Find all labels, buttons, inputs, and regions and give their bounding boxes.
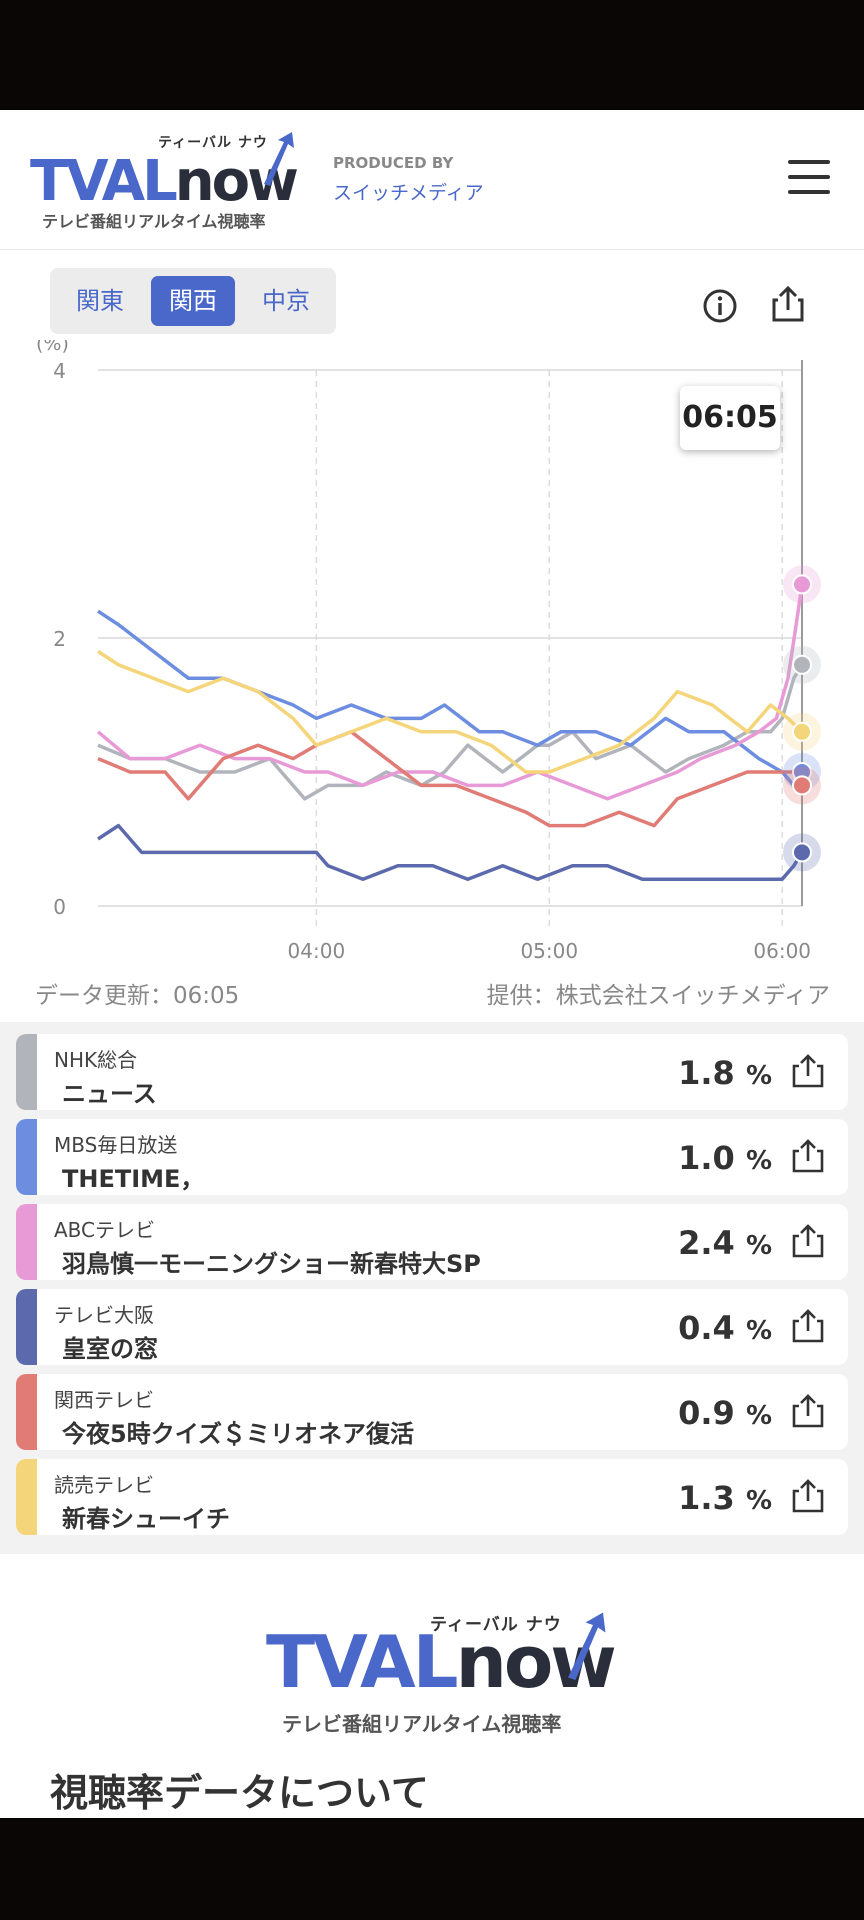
series-line: [96, 584, 804, 801]
rating-unit: %: [745, 1316, 772, 1346]
channel-color-stripe: [16, 1374, 37, 1450]
rating-value: 1.3 %: [678, 1479, 772, 1517]
series-endpoint: [792, 574, 812, 595]
produced-by-label: PRODUCED BY: [333, 154, 454, 172]
series-line: [97, 649, 804, 774]
channel-name: ABCテレビ: [54, 1218, 156, 1242]
share-icon[interactable]: [790, 1392, 826, 1430]
share-icon[interactable]: [768, 284, 808, 324]
rating-number: 0.9: [678, 1394, 735, 1432]
logo-subtitle: テレビ番組リアルタイム視聴率: [42, 212, 266, 231]
series-line: [97, 730, 804, 828]
x-tick-label: 06:00: [753, 939, 811, 960]
footer-logo-wordmark: TVALnow: [266, 1626, 617, 1698]
rating-unit: %: [745, 1061, 772, 1091]
logo-tval: TVAL: [30, 149, 178, 214]
system-bar-top: [0, 0, 864, 110]
channel-color-stripe: [16, 1459, 37, 1535]
series-endpoint: [792, 775, 812, 796]
rating-number: 1.8: [678, 1054, 735, 1092]
series-line: [97, 823, 804, 881]
region-tabs: 関東 関西 中京: [50, 268, 336, 334]
rating-value: 1.8 %: [678, 1054, 772, 1092]
rating-chart[interactable]: 0 2 4 (%) 04:00 05:00 06:00: [0, 340, 864, 960]
rating-number: 1.3: [678, 1479, 735, 1517]
tab-chukyo[interactable]: 中京: [262, 287, 310, 315]
tab-kanto[interactable]: 関東: [76, 287, 124, 315]
logo-ruby: ティーバル ナウ: [158, 135, 268, 151]
footer-logo-ruby: ティーバル ナウ: [430, 1615, 562, 1635]
program-title: THETIME，: [62, 1165, 205, 1193]
footer-logo: ティーバル ナウ TVALnow テレビ番組リアルタイム視聴率: [266, 1610, 617, 1740]
producer-name[interactable]: スイッチメディア: [333, 182, 484, 204]
produced-by: PRODUCED BY スイッチメディア: [333, 154, 484, 205]
y-tick-label: 4: [53, 359, 66, 383]
rating-value: 1.0 %: [678, 1139, 772, 1177]
system-bar-bottom: [0, 1818, 864, 1920]
channel-name: NHK総合: [54, 1048, 138, 1072]
share-icon[interactable]: [790, 1307, 826, 1345]
program-row[interactable]: テレビ大阪皇室の窓 0.4 %: [16, 1289, 848, 1365]
channel-name: 関西テレビ: [54, 1388, 154, 1412]
footer-logo-subtitle: テレビ番組リアルタイム視聴率: [282, 1712, 562, 1736]
info-icon[interactable]: [700, 286, 740, 326]
share-icon[interactable]: [790, 1477, 826, 1515]
rating-number: 2.4: [678, 1224, 735, 1262]
program-title: 今夜5時クイズ＄ミリオネア復活: [62, 1420, 414, 1448]
channel-name: MBS毎日放送: [54, 1133, 178, 1157]
series-line: [97, 663, 804, 801]
y-axis-label: (%): [36, 340, 69, 355]
page: ティーバル ナウ TVALnow テレビ番組リアルタイム視聴率 PRODUCED…: [0, 110, 864, 1818]
channel-color-stripe: [16, 1034, 37, 1110]
footer-logo-arrow-icon: [568, 1612, 606, 1680]
tab-kansai[interactable]: 関西: [151, 276, 235, 326]
program-row[interactable]: 読売テレビ新春シューイチ 1.3 %: [16, 1459, 848, 1535]
share-icon[interactable]: [790, 1052, 826, 1090]
program-list: NHK総合 ニュース 1.8 % MBS毎日放送 THETIME， 1.0 % ABCテレビ…: [0, 1022, 864, 1554]
update-time: データ更新：06:05: [35, 983, 240, 1009]
x-tick-label: 05:00: [520, 939, 578, 960]
program-row[interactable]: MBS毎日放送 THETIME， 1.0 %: [16, 1119, 848, 1195]
data-provider: 提供：株式会社スイッチメディア: [486, 983, 830, 1009]
share-icon[interactable]: [790, 1222, 826, 1260]
footer-logo-tval: TVAL: [266, 1620, 459, 1704]
series-endpoint: [792, 654, 812, 675]
tvalnow-logo[interactable]: ティーバル ナウ TVALnow テレビ番組リアルタイム視聴率: [30, 132, 300, 231]
program-row[interactable]: 関西テレビ今夜5時クイズ＄ミリオネア復活 0.9 %: [16, 1374, 848, 1450]
x-tick-label: 04:00: [288, 939, 346, 960]
program-title: ニュース: [62, 1080, 157, 1108]
share-icon[interactable]: [790, 1137, 826, 1175]
rating-unit: %: [745, 1231, 772, 1261]
rating-unit: %: [745, 1146, 772, 1176]
logo-arrow-icon: [264, 132, 294, 186]
channel-color-stripe: [16, 1119, 37, 1195]
program-title: 皇室の窓: [62, 1335, 158, 1363]
channel-name: 読売テレビ: [54, 1473, 154, 1497]
y-tick-label: 2: [53, 627, 66, 651]
channel-color-stripe: [16, 1289, 37, 1365]
series-endpoint: [792, 721, 812, 742]
program-row[interactable]: NHK総合ニュース 1.8 %: [16, 1034, 848, 1110]
program-title: 羽鳥慎一モーニングショー新春特大SP: [62, 1250, 481, 1278]
cursor-time-tooltip: 06:05: [680, 386, 780, 450]
site-header: ティーバル ナウ TVALnow テレビ番組リアルタイム視聴率 PRODUCED…: [0, 110, 864, 250]
program-row[interactable]: ABCテレビ羽鳥慎一モーニングショー新春特大SP 2.4 %: [16, 1204, 848, 1280]
rating-unit: %: [745, 1486, 772, 1516]
rating-number: 1.0: [678, 1139, 735, 1177]
menu-icon[interactable]: [788, 160, 830, 196]
rating-unit: %: [745, 1401, 772, 1431]
rating-value: 0.9 %: [678, 1394, 772, 1432]
rating-value: 2.4 %: [678, 1224, 772, 1262]
about-heading: 視聴率データについて: [50, 1771, 429, 1815]
program-title: 新春シューイチ: [62, 1505, 230, 1533]
logo-wordmark: TVALnow: [30, 149, 299, 214]
y-tick-label: 0: [53, 895, 66, 919]
rating-number: 0.4: [678, 1309, 735, 1347]
series-endpoint: [792, 842, 812, 863]
channel-name: テレビ大阪: [54, 1303, 154, 1327]
channel-color-stripe: [16, 1204, 37, 1280]
rating-value: 0.4 %: [678, 1309, 772, 1347]
